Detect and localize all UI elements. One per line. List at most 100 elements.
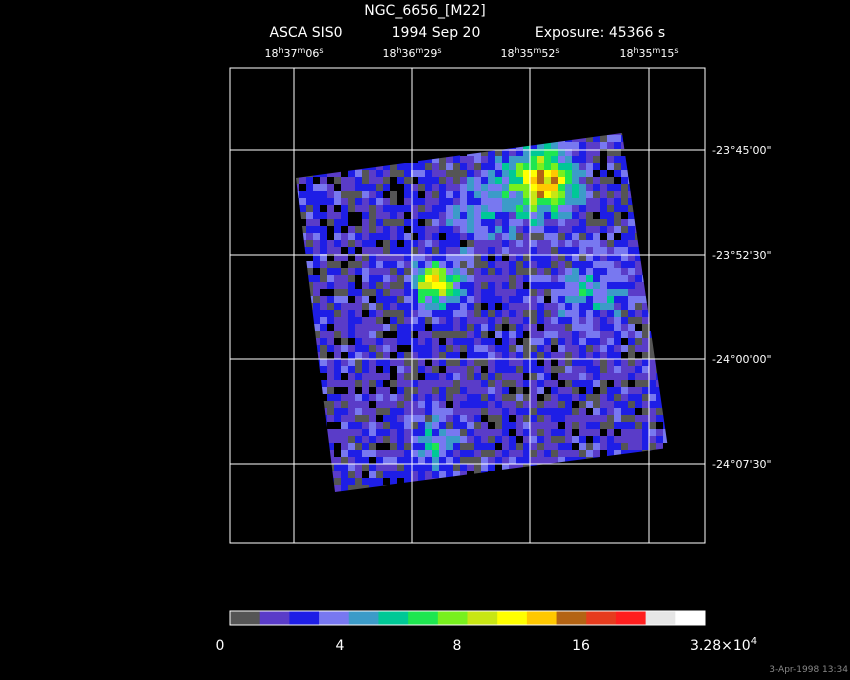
- pixel: [537, 366, 544, 373]
- pixel: [369, 133, 376, 135]
- pixel: [558, 149, 565, 156]
- pixel: [621, 247, 628, 254]
- pixel: [565, 359, 572, 366]
- pixel: [404, 324, 411, 331]
- pixel: [313, 457, 320, 464]
- pixel: [327, 275, 334, 282]
- ra-part: s: [319, 46, 323, 55]
- pixel: [502, 401, 509, 408]
- pixel: [572, 142, 579, 149]
- pixel: [600, 205, 607, 212]
- pixel: [530, 345, 537, 352]
- pixel: [481, 275, 488, 282]
- pixel: [649, 317, 656, 324]
- pixel: [488, 324, 495, 331]
- pixel: [474, 205, 481, 212]
- pixel: [495, 457, 502, 464]
- pixel: [607, 205, 614, 212]
- pixel: [502, 471, 509, 478]
- pixel: [565, 485, 572, 492]
- pixel: [383, 191, 390, 198]
- pixel: [635, 133, 642, 135]
- pixel: [628, 422, 635, 429]
- pixel: [670, 198, 677, 205]
- pixel: [502, 478, 509, 485]
- pixel: [313, 492, 320, 499]
- pixel: [670, 422, 677, 429]
- pixel: [467, 324, 474, 331]
- pixel: [663, 205, 668, 212]
- pixel: [439, 219, 446, 226]
- pixel: [397, 240, 404, 247]
- pixel: [390, 282, 397, 289]
- pixel: [579, 485, 586, 492]
- pixel: [299, 261, 306, 268]
- pixel: [593, 422, 600, 429]
- pixel: [586, 373, 593, 380]
- pixel: [390, 394, 397, 401]
- pixel: [628, 233, 635, 240]
- pixel: [663, 359, 668, 366]
- pixel: [411, 163, 418, 170]
- pixel: [670, 184, 677, 191]
- pixel: [362, 226, 369, 233]
- pixel: [306, 366, 313, 373]
- pixel: [404, 485, 411, 492]
- pixel: [635, 492, 642, 499]
- pixel: [544, 380, 551, 387]
- pixel: [663, 415, 668, 422]
- pixel: [495, 219, 502, 226]
- pixel: [572, 387, 579, 394]
- pixel: [453, 142, 460, 149]
- pixel: [306, 247, 313, 254]
- pixel: [572, 352, 579, 359]
- pixel: [628, 387, 635, 394]
- pixel: [523, 219, 530, 226]
- pixel: [572, 261, 579, 268]
- pixel: [296, 240, 299, 247]
- pixel: [460, 338, 467, 345]
- pixel: [369, 275, 376, 282]
- pixel: [502, 135, 509, 142]
- pixel: [537, 156, 544, 163]
- pixel: [348, 170, 355, 177]
- ra-label: 18h36m29s: [382, 46, 441, 60]
- pixel: [544, 310, 551, 317]
- pixel: [656, 282, 663, 289]
- pixel: [628, 191, 635, 198]
- pixel: [593, 387, 600, 394]
- pixel: [579, 415, 586, 422]
- pixel: [600, 184, 607, 191]
- pixel: [369, 212, 376, 219]
- pixel: [313, 471, 320, 478]
- pixel: [565, 268, 572, 275]
- pixel: [614, 226, 621, 233]
- pixel: [670, 471, 677, 478]
- pixel: [537, 324, 544, 331]
- pixel: [488, 268, 495, 275]
- pixel: [460, 133, 467, 135]
- pixel: [390, 275, 397, 282]
- pixel: [530, 436, 537, 443]
- pixel: [411, 429, 418, 436]
- pixel: [530, 135, 537, 142]
- pixel: [670, 436, 677, 443]
- pixel: [544, 163, 551, 170]
- pixel: [390, 289, 397, 296]
- pixel: [523, 450, 530, 457]
- pixel: [523, 296, 530, 303]
- pixel: [614, 429, 621, 436]
- pixel: [537, 205, 544, 212]
- pixel: [663, 289, 668, 296]
- pixel: [586, 324, 593, 331]
- pixel: [572, 317, 579, 324]
- pixel: [593, 133, 600, 135]
- pixel: [453, 324, 460, 331]
- pixel: [544, 373, 551, 380]
- pixel: [453, 205, 460, 212]
- pixel: [446, 261, 453, 268]
- pixel: [614, 177, 621, 184]
- pixel: [551, 198, 558, 205]
- colorbar-frame: [229, 610, 706, 626]
- pixel: [453, 338, 460, 345]
